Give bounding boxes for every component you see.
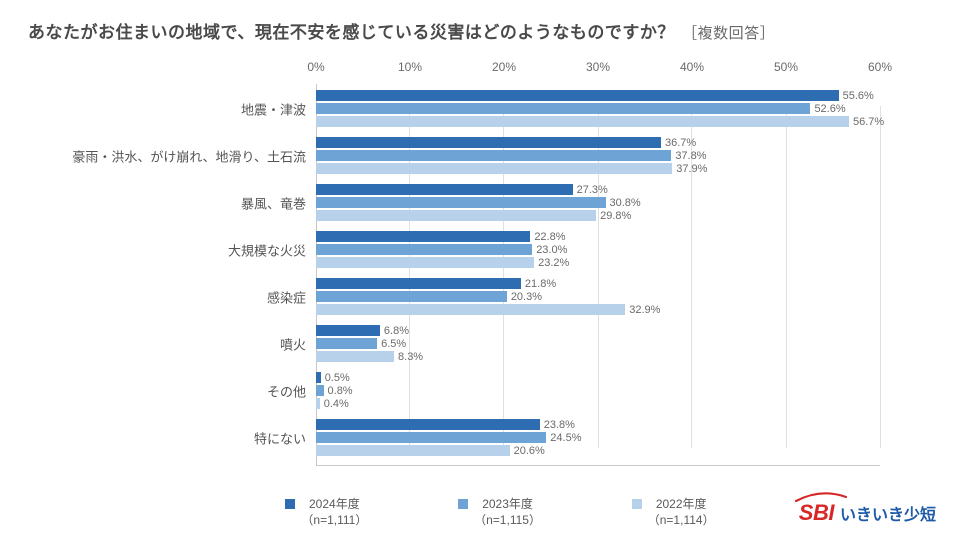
bar: 55.6%	[316, 90, 839, 101]
bar: 0.5%	[316, 372, 321, 383]
bar: 52.6%	[316, 103, 810, 114]
category-label: 暴風、竜巻	[241, 193, 306, 212]
bar: 29.8%	[316, 210, 596, 221]
x-axis-line	[316, 465, 880, 466]
axis-tick: 40%	[680, 60, 704, 74]
logo-jp-text: いきいき少短	[840, 501, 936, 525]
bar: 37.9%	[316, 163, 672, 174]
brand-logo: SBI いきいき少短	[799, 500, 936, 526]
bar-value-label: 22.8%	[534, 231, 565, 243]
category-label: 大規模な火災	[228, 240, 306, 259]
bar: 8.3%	[316, 351, 394, 362]
bar-value-label: 0.8%	[328, 385, 353, 397]
category-group: 暴風、竜巻27.3%30.8%29.8%	[316, 184, 880, 221]
category-label: その他	[267, 381, 306, 400]
category-group: 噴火6.8%6.5%8.3%	[316, 325, 880, 362]
bar: 30.8%	[316, 197, 606, 208]
bar-value-label: 23.0%	[536, 244, 567, 256]
title-main: あなたがお住まいの地域で、現在不安を感じている災害はどのようなものですか？	[28, 23, 675, 42]
bar-value-label: 27.3%	[577, 184, 608, 196]
bar-value-label: 0.5%	[325, 372, 350, 384]
axis-tick: 50%	[774, 60, 798, 74]
category-label: 豪雨・洪水、がけ崩れ、地滑り、土石流	[72, 146, 306, 165]
bar-value-label: 37.9%	[676, 163, 707, 175]
logo-swoosh-icon	[795, 492, 847, 502]
plot: 地震・津波55.6%52.6%56.7% 豪雨・洪水、がけ崩れ、地滑り、土石流36…	[316, 84, 880, 466]
bar: 0.4%	[316, 398, 320, 409]
bar-value-label: 8.3%	[398, 351, 423, 363]
legend-swatch	[458, 499, 468, 509]
legend-swatch	[632, 499, 642, 509]
bar: 20.3%	[316, 291, 507, 302]
category-group: 感染症21.8%20.3%32.9%	[316, 278, 880, 315]
bar-value-label: 20.6%	[514, 445, 545, 457]
bar: 23.0%	[316, 244, 532, 255]
bar-value-label: 32.9%	[629, 304, 660, 316]
bar-value-label: 37.8%	[675, 150, 706, 162]
category-group: 特にない23.8%24.5%20.6%	[316, 419, 880, 456]
category-group: 地震・津波55.6%52.6%56.7%	[316, 90, 880, 127]
axis-tick: 60%	[868, 60, 892, 74]
bar: 6.5%	[316, 338, 377, 349]
legend-label: 2024年度（n=1,111）	[301, 496, 367, 528]
category-label: 特にない	[254, 428, 306, 447]
legend-label: 2022年度（n=1,114）	[648, 496, 715, 528]
bar-value-label: 24.5%	[550, 432, 581, 444]
bar-value-label: 23.2%	[538, 257, 569, 269]
bar: 23.2%	[316, 257, 534, 268]
bar-value-label: 36.7%	[665, 137, 696, 149]
category-group: その他0.5%0.8%0.4%	[316, 372, 880, 409]
bar-value-label: 56.7%	[853, 116, 884, 128]
bar: 56.7%	[316, 116, 849, 127]
bar: 37.8%	[316, 150, 671, 161]
bar-value-label: 6.8%	[384, 325, 409, 337]
bar: 22.8%	[316, 231, 530, 242]
bar-value-label: 6.5%	[381, 338, 406, 350]
category-label: 噴火	[280, 334, 306, 353]
axis-tick: 0%	[307, 60, 324, 74]
chart-title: あなたがお住まいの地域で、現在不安を感じている災害はどのようなものですか？ ［複…	[28, 18, 775, 43]
bar: 0.8%	[316, 385, 324, 396]
bar-value-label: 29.8%	[600, 210, 631, 222]
logo-sbi-text: SBI	[799, 500, 834, 525]
bar-value-label: 0.4%	[324, 398, 349, 410]
legend-item: 2024年度（n=1,111）	[285, 496, 367, 528]
bar: 20.6%	[316, 445, 510, 456]
bar-value-label: 21.8%	[525, 278, 556, 290]
bar: 27.3%	[316, 184, 573, 195]
legend-item: 2022年度（n=1,114）	[632, 496, 715, 528]
bar: 21.8%	[316, 278, 521, 289]
legend-label: 2023年度（n=1,115）	[474, 496, 541, 528]
axis-tick: 10%	[398, 60, 422, 74]
bar: 6.8%	[316, 325, 380, 336]
title-sub: ［複数回答］	[682, 25, 775, 42]
x-axis-labels: 0%10%20%30%40%50%60%	[316, 60, 880, 80]
axis-tick: 20%	[492, 60, 516, 74]
bar: 24.5%	[316, 432, 546, 443]
bar: 32.9%	[316, 304, 625, 315]
bar-value-label: 52.6%	[814, 103, 845, 115]
bar-value-label: 55.6%	[843, 90, 874, 102]
bar-value-label: 23.8%	[544, 419, 575, 431]
bar: 23.8%	[316, 419, 540, 430]
category-label: 感染症	[267, 287, 306, 306]
category-group: 豪雨・洪水、がけ崩れ、地滑り、土石流36.7%37.8%37.9%	[316, 137, 880, 174]
legend-item: 2023年度（n=1,115）	[458, 496, 541, 528]
bar-value-label: 20.3%	[511, 291, 542, 303]
axis-tick: 30%	[586, 60, 610, 74]
bar-value-label: 30.8%	[610, 197, 641, 209]
legend-swatch	[285, 499, 295, 509]
category-group: 大規模な火災22.8%23.0%23.2%	[316, 231, 880, 268]
legend: 2024年度（n=1,111） 2023年度（n=1,115） 2022年度（n=1…	[240, 496, 760, 528]
chart-area: 0%10%20%30%40%50%60% 地震・津波55.6%52.6%56.7…	[0, 60, 960, 480]
category-label: 地震・津波	[241, 99, 306, 118]
bar: 36.7%	[316, 137, 661, 148]
